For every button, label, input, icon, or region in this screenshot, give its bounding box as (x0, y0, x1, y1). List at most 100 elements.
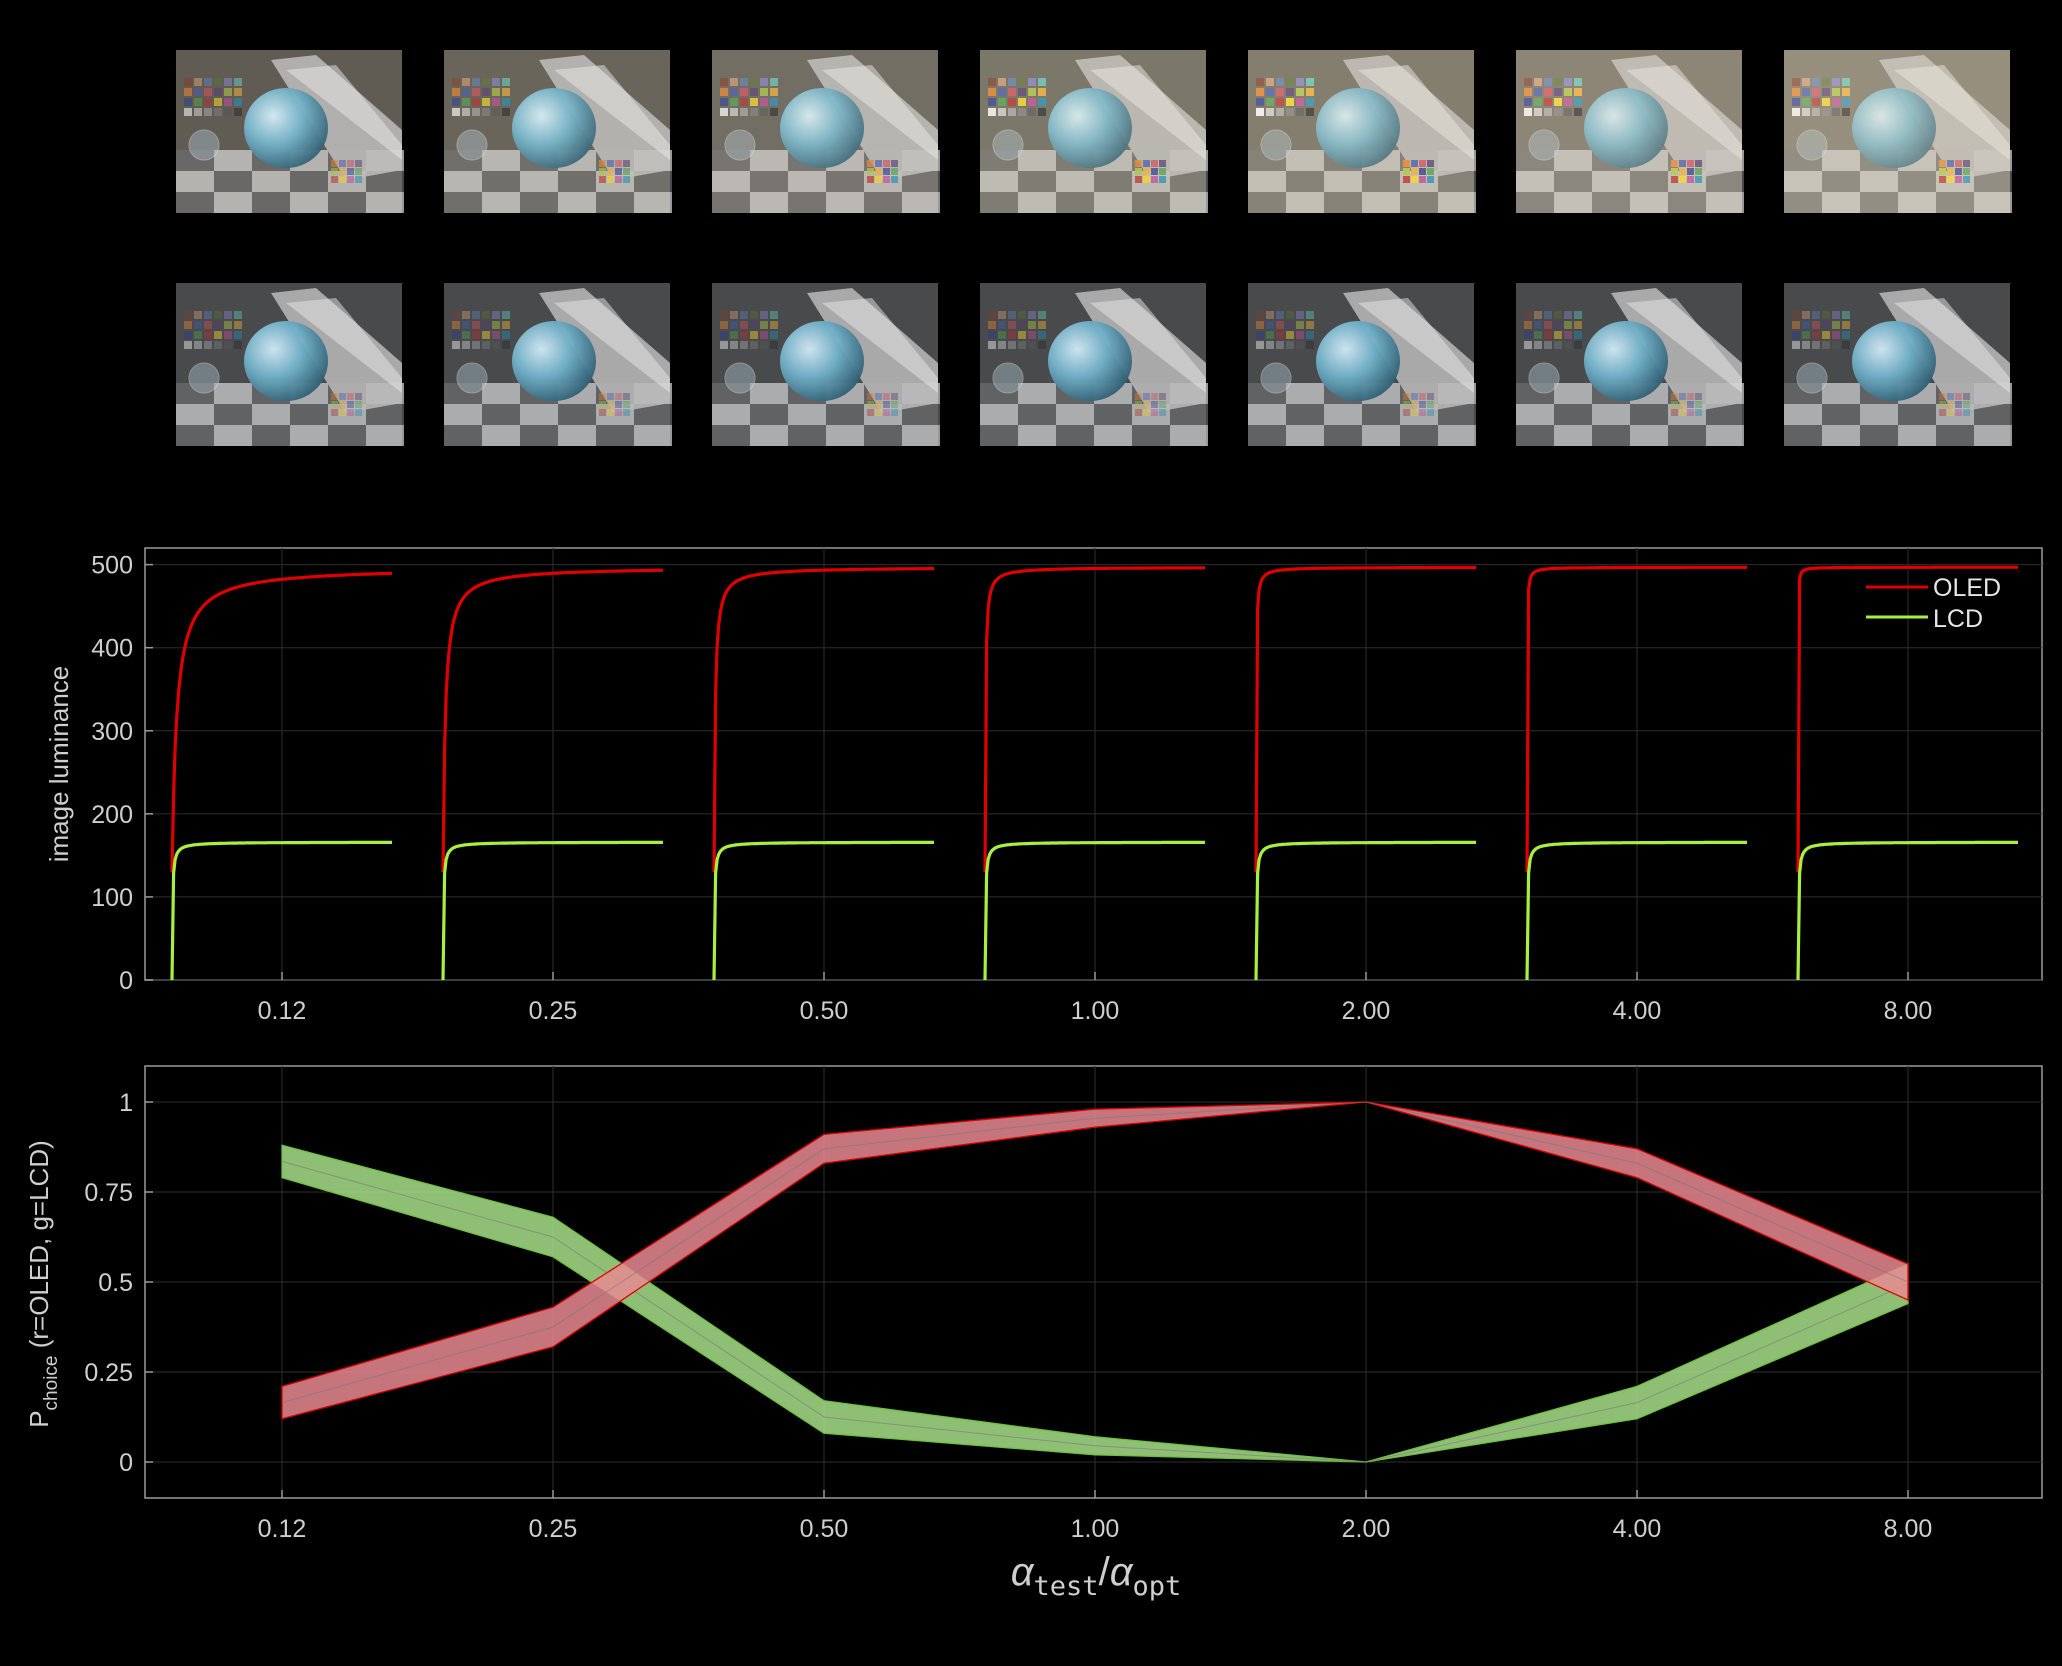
thumb-checker-patch (1028, 311, 1036, 319)
thumb-glass (1260, 362, 1292, 394)
thumb-floor-tile (1248, 171, 1286, 192)
thumb-floor-tile (1362, 425, 1400, 446)
thumb-floor-tile (1018, 192, 1056, 213)
thumb-checker-patch (1266, 331, 1274, 339)
x-tick-label: 0.25 (529, 1515, 578, 1543)
thumb-floor-checker (1671, 176, 1678, 183)
thumb-floor-checker (599, 160, 606, 167)
series-lcd-curve-4.00 (1525, 840, 1747, 981)
thumb-checker-patch (770, 341, 778, 349)
thumb-floor-tile (1592, 404, 1630, 425)
thumb-floor-tile (864, 192, 902, 213)
thumb-floor-tile (1170, 171, 1208, 192)
thumb-checker-patch (492, 108, 500, 116)
thumb-checker-patch (1018, 98, 1026, 106)
thumb-floor-checker (347, 176, 354, 183)
thumb-floor-tile (1400, 192, 1438, 213)
thumb-checker-patch (1544, 321, 1552, 329)
thumb-floor-tile (902, 404, 940, 425)
thumb-floor-tile (1706, 425, 1744, 446)
thumb-checker-patch (1028, 331, 1036, 339)
thumb-checker-patch (1534, 331, 1542, 339)
thumb-floor-checker (339, 409, 346, 416)
thumb-floor-checker (1403, 393, 1410, 400)
thumb-checker-patch (1306, 341, 1314, 349)
thumb-floor-tile (1822, 150, 1860, 171)
thumb-checker-patch (1296, 321, 1304, 329)
thumb-floor-tile (176, 425, 214, 446)
thumb-checker-patch (1266, 98, 1274, 106)
thumb-ball (780, 88, 864, 168)
thumb-checker-patch (1306, 108, 1314, 116)
thumb-checker-patch (1008, 321, 1016, 329)
thumb-checker-patch (462, 321, 470, 329)
thumbnail-oled-row-7 (1784, 50, 2012, 213)
thumb-checker-patch (1792, 311, 1800, 319)
thumb-floor-tile (214, 171, 252, 192)
thumb-checker-patch (760, 311, 768, 319)
thumb-checker-patch (1802, 98, 1810, 106)
thumb-checker-patch (1524, 331, 1532, 339)
thumb-checker-patch (770, 88, 778, 96)
thumb-checker-patch (1842, 108, 1850, 116)
thumb-checker-patch (1822, 331, 1830, 339)
thumb-checker-patch (1574, 98, 1582, 106)
thumb-floor-checker (1695, 393, 1702, 400)
thumbnail-oled-row-4 (980, 50, 1208, 213)
thumb-floor-tile (1554, 192, 1592, 213)
thumb-floor-tile (252, 404, 290, 425)
thumb-checker-patch (1564, 78, 1572, 86)
thumb-slab-highlight (1626, 65, 1742, 160)
thumb-floor-tile (1554, 150, 1592, 171)
thumb-floor-checker (891, 160, 898, 167)
thumb-floor-checker (1687, 176, 1694, 183)
legend: OLED LCD (1866, 574, 2001, 633)
thumb-glass (456, 129, 488, 161)
thumb-checker-patch (214, 98, 222, 106)
thumb-ball (1852, 321, 1936, 401)
y-tick-label: 400 (91, 635, 133, 663)
thumb-checker-patch (502, 108, 510, 116)
thumb-floor-checker (1671, 168, 1678, 175)
thumb-checker-patch (234, 88, 242, 96)
thumb-checker-patch (730, 321, 738, 329)
thumb-floor-tile (558, 171, 596, 192)
thumb-checker-patch (234, 108, 242, 116)
thumb-checker-patch (730, 341, 738, 349)
thumb-floor-tile (290, 425, 328, 446)
thumb-checker-patch (760, 108, 768, 116)
thumb-floor-checker (1159, 401, 1166, 408)
thumb-floor-checker (1403, 168, 1410, 175)
thumb-slab-highlight (1358, 298, 1474, 393)
thumb-checker-patch (492, 341, 500, 349)
thumb-checker-patch (1812, 331, 1820, 339)
thumb-floor-checker (1403, 409, 1410, 416)
thumb-floor-tile (1248, 425, 1286, 446)
thumb-checker-patch (1842, 98, 1850, 106)
thumb-floor-tile (750, 383, 788, 404)
thumb-checker-patch (1534, 88, 1542, 96)
thumb-floor-tile (1898, 171, 1936, 192)
thumb-floor-tile (1286, 150, 1324, 171)
thumb-checker-patch (750, 78, 758, 86)
thumb-floor-checker (331, 409, 338, 416)
thumb-checker-patch (1296, 108, 1304, 116)
thumb-floor-tile (1056, 425, 1094, 446)
thumb-checker-patch (502, 321, 510, 329)
thumb-checker-patch (1266, 311, 1274, 319)
thumb-checker-patch (730, 311, 738, 319)
thumb-ball (244, 88, 328, 168)
thumb-floor-checker (875, 409, 882, 416)
thumb-tint (980, 283, 1206, 446)
thumb-checker-patch (720, 108, 728, 116)
thumb-checker-patch (1018, 78, 1026, 86)
thumb-tint (444, 50, 670, 213)
thumb-checker-patch (1544, 311, 1552, 319)
thumb-floor-tile (1784, 425, 1822, 446)
x-tick-label: 8.00 (1884, 997, 1933, 1025)
thumb-floor-checker (347, 409, 354, 416)
thumb-checker-patch (1792, 331, 1800, 339)
thumb-glass (1260, 129, 1292, 161)
thumb-floor-tile (980, 192, 1018, 213)
thumb-checker-patch (1574, 78, 1582, 86)
